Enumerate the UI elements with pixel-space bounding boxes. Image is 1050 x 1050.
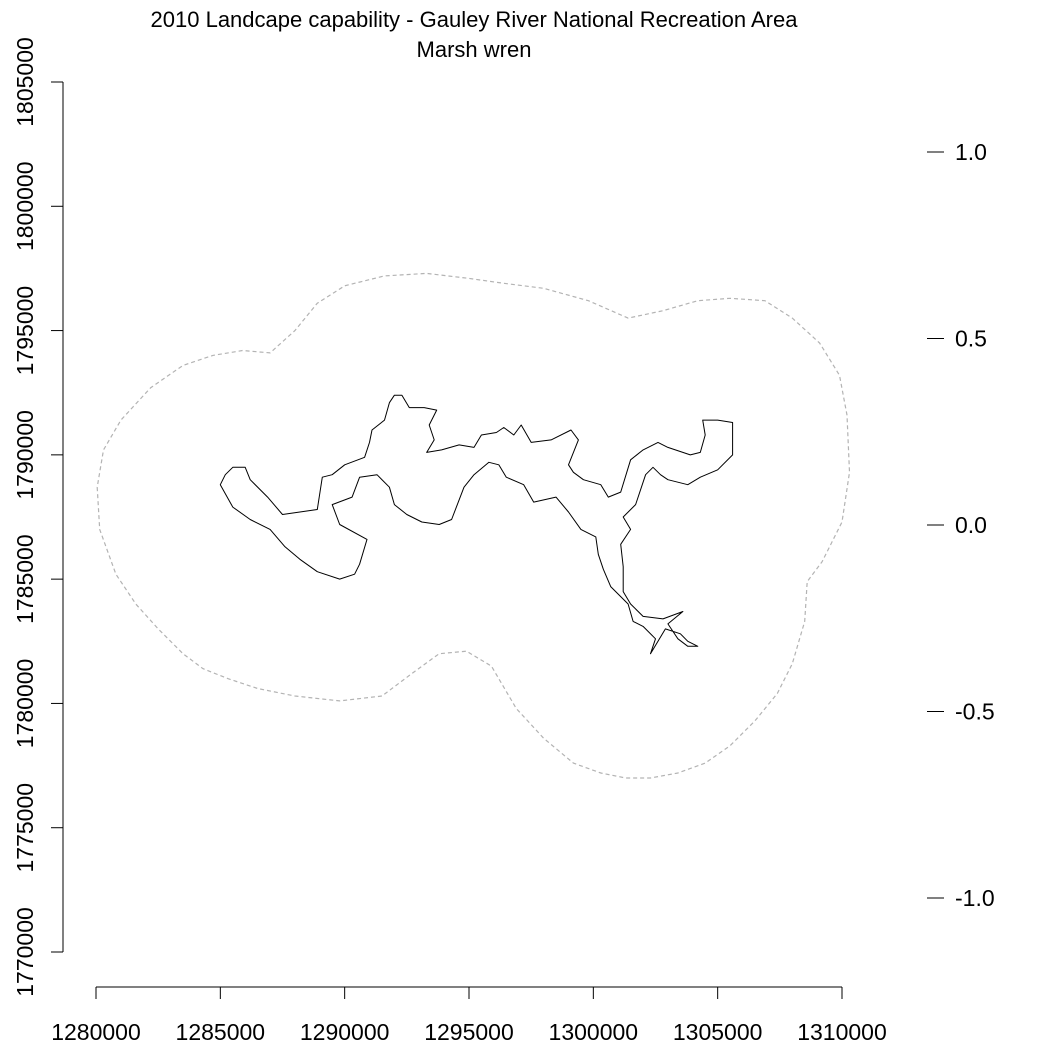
y-tick-label: 1795000 bbox=[12, 286, 38, 376]
x-tick-label: 1280000 bbox=[51, 1019, 141, 1045]
plot-subtitle: Marsh wren bbox=[417, 37, 532, 62]
scale-tick-label: -1.0 bbox=[955, 885, 995, 911]
x-tick-label: 1305000 bbox=[673, 1019, 763, 1045]
x-axis: 1280000 1285000 1290000 1295000 1300000 13050… bbox=[51, 986, 887, 1045]
x-tick-label: 1300000 bbox=[549, 1019, 639, 1045]
x-tick-label: 1285000 bbox=[176, 1019, 266, 1045]
y-tick-label: 1770000 bbox=[12, 907, 38, 997]
y-axis: 1770000 1775000 1780000 1785000 1790000 17950… bbox=[12, 37, 64, 997]
buffer-boundary bbox=[96, 272, 851, 779]
x-tick-label: 1310000 bbox=[797, 1019, 887, 1045]
park-boundary bbox=[219, 394, 734, 655]
scale-tick-label: 0.0 bbox=[955, 512, 987, 538]
x-tick-label: 1295000 bbox=[424, 1019, 514, 1045]
y-tick-label: 1775000 bbox=[12, 783, 38, 873]
y-tick-label: 1800000 bbox=[12, 162, 38, 252]
x-tick-label: 1290000 bbox=[300, 1019, 390, 1045]
plot-title: 2010 Landcape capability - Gauley River … bbox=[151, 7, 799, 32]
scale-tick-label: -0.5 bbox=[955, 699, 995, 725]
y-tick-label: 1780000 bbox=[12, 659, 38, 749]
y-tick-label: 1785000 bbox=[12, 534, 38, 624]
legend-scale-axis: 1.0 0.5 0.0 -0.5 -1.0 bbox=[927, 139, 995, 911]
map-layer bbox=[96, 272, 851, 779]
y-tick-label: 1805000 bbox=[12, 37, 38, 127]
y-tick-label: 1790000 bbox=[12, 410, 38, 500]
scale-tick-label: 1.0 bbox=[955, 139, 987, 165]
scale-tick-label: 0.5 bbox=[955, 326, 987, 352]
